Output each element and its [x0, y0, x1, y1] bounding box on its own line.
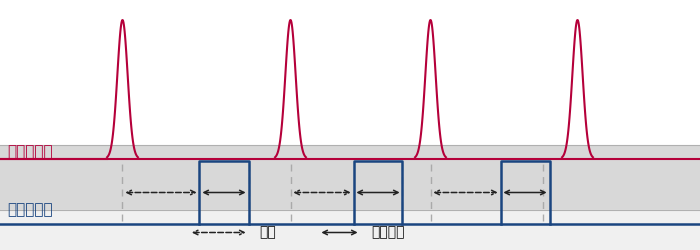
- Text: パルス出力: パルス出力: [7, 202, 52, 217]
- Bar: [0, 210, 700, 250]
- Bar: [0, 145, 700, 210]
- Text: パルス入力: パルス入力: [7, 144, 52, 160]
- Bar: [0, 0, 700, 145]
- Text: 遅延: 遅延: [259, 226, 276, 239]
- Text: パルス幅: パルス幅: [371, 226, 405, 239]
